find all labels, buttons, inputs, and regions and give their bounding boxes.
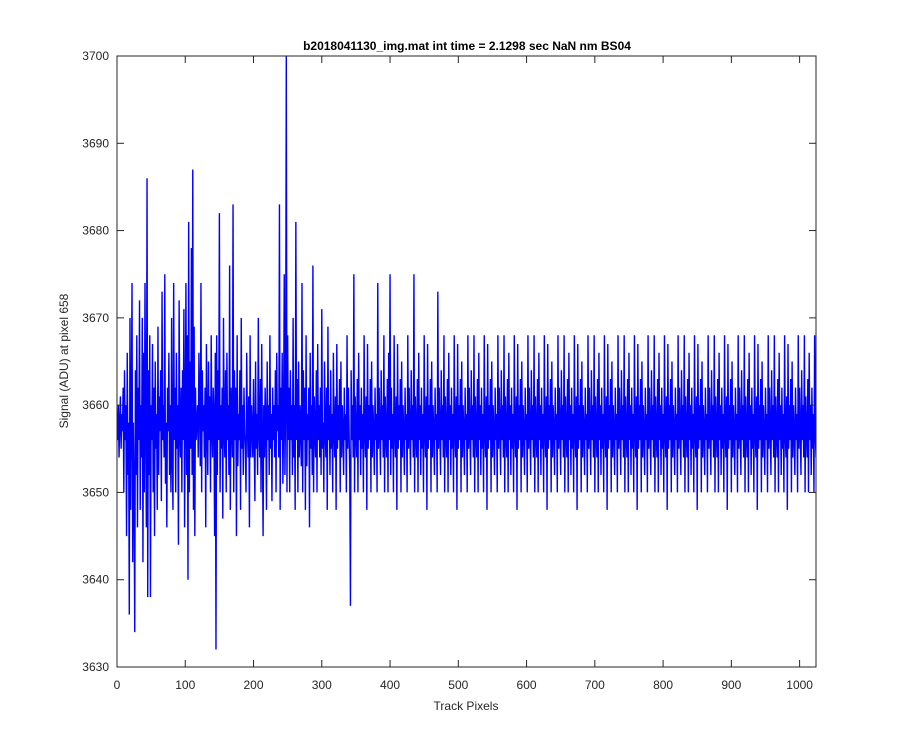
x-tick-label: 0 xyxy=(114,678,121,692)
x-tick-label: 400 xyxy=(380,678,400,692)
chart-title: b2018041130_img.mat int time = 2.1298 se… xyxy=(303,39,631,53)
y-tick-label: 3670 xyxy=(82,311,109,325)
x-tick-label: 800 xyxy=(653,678,673,692)
y-tick-label: 3700 xyxy=(82,49,109,63)
x-tick-label: 1000 xyxy=(786,678,813,692)
x-tick-label: 900 xyxy=(721,678,741,692)
x-axis: 0 100 200 300 400 500 600 700 800 900 1000 xyxy=(114,56,813,692)
plot-line-layer xyxy=(117,56,816,650)
y-axis-label: Signal (ADU) at pixel 658 xyxy=(57,293,71,428)
x-tick-label: 200 xyxy=(244,678,264,692)
series-line-1 xyxy=(117,56,816,650)
y-tick-label: 3690 xyxy=(82,136,109,150)
y-tick-label: 3630 xyxy=(82,660,109,674)
x-tick-label: 300 xyxy=(312,678,332,692)
x-tick-label: 500 xyxy=(448,678,468,692)
y-tick-label: 3650 xyxy=(82,485,109,499)
x-tick-label: 100 xyxy=(175,678,195,692)
x-tick-label: 700 xyxy=(585,678,605,692)
y-tick-label: 3660 xyxy=(82,398,109,412)
x-axis-label: Track Pixels xyxy=(434,699,499,713)
x-tick-label: 600 xyxy=(517,678,537,692)
y-tick-label: 3680 xyxy=(82,224,109,238)
y-tick-label: 3640 xyxy=(82,573,109,587)
y-axis: 3630 3640 3650 3660 3670 3680 3690 3700 xyxy=(82,49,816,674)
axes-box xyxy=(116,55,817,668)
